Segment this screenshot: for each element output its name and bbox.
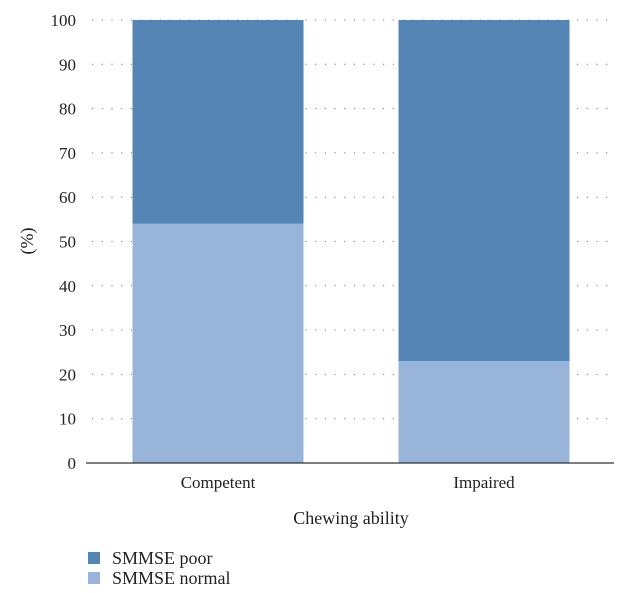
x-tick-label: Competent xyxy=(181,473,256,492)
y-tick-label: 60 xyxy=(59,188,76,207)
bar-competent-smmse-normal xyxy=(132,223,304,463)
legend-label-smmse-normal: SMMSE normal xyxy=(112,567,231,588)
y-axis-title: (%) xyxy=(17,228,38,255)
bar-impaired-smmse-poor xyxy=(398,20,570,362)
y-tick-label: 90 xyxy=(59,55,76,74)
x-tick-label: Impaired xyxy=(453,473,515,492)
y-tick-label: 20 xyxy=(59,365,76,384)
legend: SMMSE poor SMMSE normal xyxy=(88,548,231,588)
legend-item: SMMSE poor xyxy=(88,548,231,568)
axes: 0 10 20 30 40 50 60 70 80 90 100 Competent Impaired xyxy=(51,11,614,492)
y-tick-label: 0 xyxy=(68,454,77,473)
y-tick-label: 50 xyxy=(59,233,76,252)
y-tick-label: 30 xyxy=(59,321,76,340)
y-tick-label: 40 xyxy=(59,277,76,296)
legend-swatch-smmse-poor xyxy=(88,552,100,564)
bar-competent-smmse-poor xyxy=(132,20,304,224)
y-tick-label: 80 xyxy=(59,100,76,119)
legend-item: SMMSE normal xyxy=(88,568,231,588)
bar-impaired-smmse-normal xyxy=(398,361,570,463)
y-tick-label: 70 xyxy=(59,144,76,163)
bars xyxy=(132,20,570,463)
y-tick-label: 10 xyxy=(59,410,76,429)
y-tick-label: 100 xyxy=(51,11,77,30)
legend-swatch-smmse-normal xyxy=(88,572,100,584)
legend-label-smmse-poor: SMMSE poor xyxy=(112,547,213,568)
x-axis-title: Chewing ability xyxy=(293,508,409,528)
